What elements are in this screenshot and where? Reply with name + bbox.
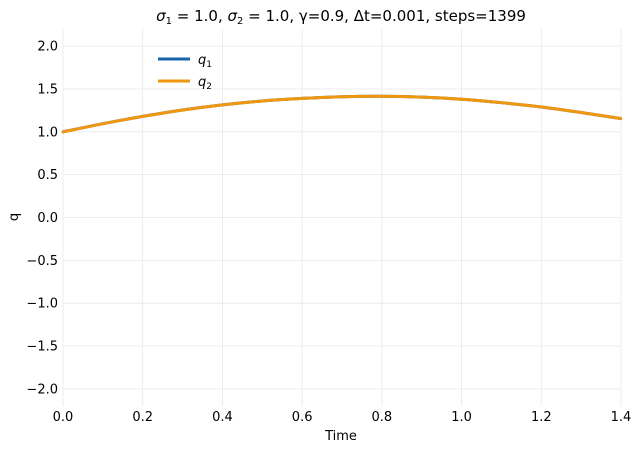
legend-label-q2: q2 [198, 75, 212, 92]
x-tick-label: 0.8 [372, 410, 393, 425]
series-line-q2 [61, 94, 623, 134]
x-axis-label: Time [324, 429, 357, 444]
y-tick-label: 1.0 [37, 125, 58, 140]
grid [62, 29, 622, 406]
y-tick-label: 0.5 [37, 168, 58, 183]
x-tick-label: 0.6 [292, 410, 313, 425]
y-tick-label: −1.0 [26, 297, 58, 312]
x-tick-label: 0.4 [212, 410, 233, 425]
y-tick-label: −2.0 [26, 382, 58, 397]
x-tick-label: 0.2 [132, 410, 153, 425]
x-tick-label: 1.4 [611, 410, 632, 425]
chart-title: σ1 = 1.0, σ2 = 1.0, γ=0.9, Δt=0.001, ste… [156, 7, 526, 27]
y-tick-label: 1.5 [37, 82, 58, 97]
y-axis-label: q [7, 213, 22, 221]
x-tick-label: 0.0 [53, 410, 74, 425]
y-tick-label: 2.0 [37, 40, 58, 55]
legend: q1 q2 [158, 53, 212, 92]
y-axis-ticks: −2.0 −1.5 −1.0 −0.5 0.0 0.5 1.0 1.5 2.0 [26, 40, 58, 398]
x-tick-label: 1.2 [531, 410, 552, 425]
series-lines [61, 94, 623, 134]
y-tick-label: 0.0 [37, 211, 58, 226]
x-tick-label: 1.0 [451, 410, 472, 425]
legend-label-q1: q1 [198, 53, 212, 70]
y-tick-label: −1.5 [26, 340, 58, 355]
y-tick-label: −0.5 [26, 254, 58, 269]
series-line-q1 [61, 94, 623, 134]
x-axis-ticks: 0.0 0.2 0.4 0.6 0.8 1.0 1.2 1.4 [53, 410, 632, 425]
